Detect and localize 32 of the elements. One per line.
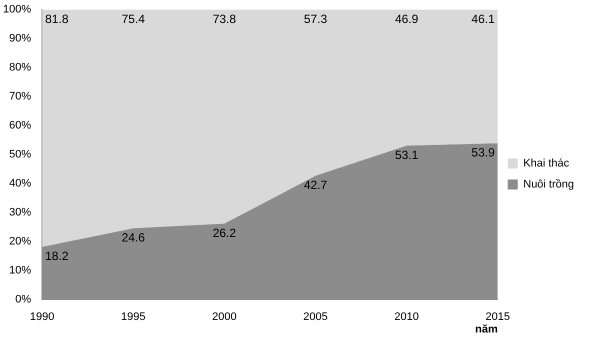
y-tick-label: 0% xyxy=(15,294,32,306)
x-axis-title: năm xyxy=(475,323,498,336)
data-label: 46.9 xyxy=(394,12,419,26)
data-label: 81.8 xyxy=(45,12,69,26)
legend-label: Khai thác xyxy=(523,158,570,170)
y-tick-label: 100% xyxy=(2,4,32,16)
data-label: 57.3 xyxy=(304,12,328,26)
y-tick-label: 90% xyxy=(9,32,32,45)
legend-label: Nuôi trồng xyxy=(523,178,574,191)
x-tick-label: 1995 xyxy=(121,311,146,324)
x-tick-label: 2015 xyxy=(486,311,510,324)
x-tick-label: 1990 xyxy=(30,311,54,324)
data-label: 24.6 xyxy=(122,230,146,245)
x-tick-label: 2010 xyxy=(394,311,419,324)
y-tick-label: 50% xyxy=(9,148,32,161)
data-label: 73.8 xyxy=(212,12,236,26)
data-label: 75.4 xyxy=(122,12,146,26)
x-tick-label: 2005 xyxy=(303,311,328,324)
y-tick-label: 40% xyxy=(9,178,32,190)
y-tick-label: 30% xyxy=(9,206,32,219)
y-tick-label: 10% xyxy=(9,264,32,277)
data-label: 53.9 xyxy=(471,146,496,160)
data-label: 46.1 xyxy=(471,12,496,26)
data-label: 18.2 xyxy=(45,249,69,264)
x-tick-label: 2000 xyxy=(212,311,237,324)
y-tick-label: 70% xyxy=(9,90,32,103)
y-tick-label: 80% xyxy=(9,62,32,74)
data-label: 53.1 xyxy=(394,148,419,162)
y-tick-label: 60% xyxy=(9,120,32,132)
y-tick-label: 20% xyxy=(9,236,32,248)
data-label: 42.7 xyxy=(304,178,328,192)
data-label: 26.2 xyxy=(212,226,236,240)
